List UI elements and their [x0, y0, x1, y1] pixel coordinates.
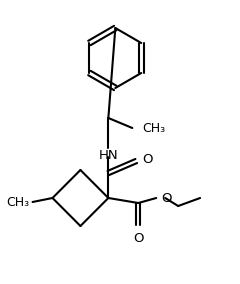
Text: CH₃: CH₃ [142, 122, 165, 135]
Text: HN: HN [99, 149, 118, 162]
Text: CH₃: CH₃ [6, 197, 30, 210]
Text: O: O [161, 191, 172, 204]
Text: O: O [133, 232, 144, 245]
Text: O: O [142, 153, 153, 166]
